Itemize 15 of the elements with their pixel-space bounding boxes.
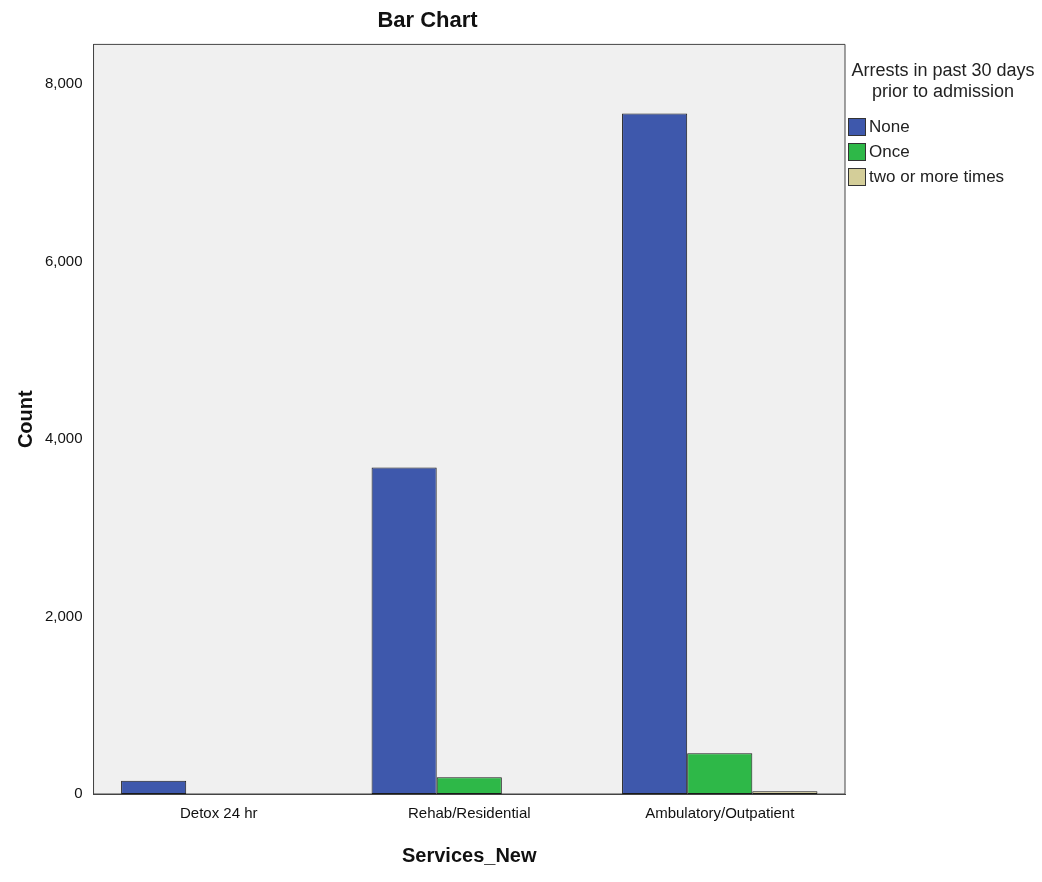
y-tick-label: 2,000 (44, 606, 83, 624)
legend-title: Arrests in past 30 days prior to admission (850, 60, 1036, 102)
x-tick-label: Ambulatory/Outpatient (645, 804, 796, 822)
legend-label: None (869, 116, 910, 137)
y-tick-label: 6,000 (44, 251, 83, 269)
legend-label: two or more times (869, 166, 1005, 187)
legend-label: Once (869, 141, 910, 162)
y-tick-label: 0 (74, 784, 83, 802)
x-tick-label: Rehab/Residential (407, 804, 531, 822)
x-tick-label: Detox 24 hr (180, 804, 258, 822)
y-tick-label: 8,000 (44, 74, 83, 92)
x-axis-title: Services_New (401, 843, 537, 866)
chart-title: Bar Chart (377, 7, 479, 33)
y-axis-title: Count (13, 389, 36, 449)
y-tick-label: 4,000 (44, 429, 83, 447)
